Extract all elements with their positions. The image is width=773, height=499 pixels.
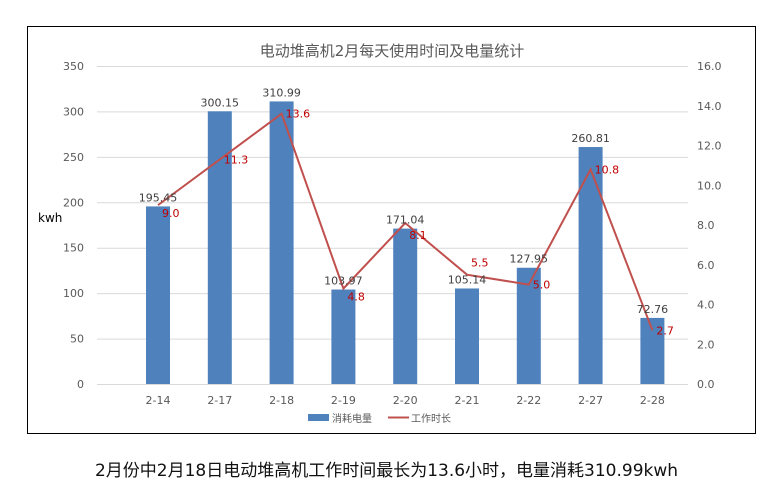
y2-tick-label: 2.0 xyxy=(697,338,715,351)
y2-tick-label: 14.0 xyxy=(697,100,722,113)
x-tick-label: 2-27 xyxy=(578,394,603,407)
x-tick-label: 2-22 xyxy=(516,394,541,407)
legend-swatch-bar xyxy=(308,414,329,421)
bar xyxy=(331,289,356,384)
x-tick-label: 2-18 xyxy=(269,394,294,407)
line-data-label: 9.0 xyxy=(162,207,180,220)
bar-data-label: 260.81 xyxy=(571,132,610,145)
legend: 消耗电量 工作时长 xyxy=(308,412,451,425)
y2-tick-label: 16.0 xyxy=(697,60,722,73)
line-data-label: 13.6 xyxy=(286,108,311,121)
chart-title: 电动堆高机2月每天使用时间及电量统计 xyxy=(260,42,525,60)
y-tick-label: 50 xyxy=(70,333,84,346)
line-data-label: 10.8 xyxy=(595,163,620,176)
bar xyxy=(146,206,170,384)
y2-tick-label: 10.0 xyxy=(697,179,722,192)
y-tick-label: 300 xyxy=(63,105,84,118)
x-tick-label: 2-21 xyxy=(455,394,480,407)
bar xyxy=(455,288,479,384)
x-tick-label: 2-28 xyxy=(640,394,665,407)
bar-data-label: 300.15 xyxy=(201,96,240,109)
bar-data-label: 103.97 xyxy=(324,275,363,288)
bar xyxy=(516,267,541,384)
y2-tick-label: 0.0 xyxy=(697,378,715,391)
y2-tick-label: 4.0 xyxy=(697,299,715,312)
x-tick-label: 2-17 xyxy=(207,394,232,407)
y2-tick-label: 6.0 xyxy=(697,259,715,272)
series-line xyxy=(157,112,654,331)
line-data-label: 5.0 xyxy=(533,279,551,292)
caption: 2月份中2月18日电动堆高机工作时间最长为13.6小时，电量消耗310.99kw… xyxy=(94,461,679,481)
y2-tick-label: 8.0 xyxy=(697,219,715,232)
bar xyxy=(269,101,294,385)
bar xyxy=(393,228,418,384)
line-data-label: 8.1 xyxy=(409,229,427,242)
x-tick-label: 2-20 xyxy=(393,394,418,407)
line-data-label: 2.7 xyxy=(656,324,674,337)
line-data-label: 5.5 xyxy=(471,257,489,270)
x-tick-label: 2-14 xyxy=(146,394,171,407)
y-tick-label: 350 xyxy=(63,60,84,73)
y-tick-label: 100 xyxy=(63,287,84,300)
y2-tick-label: 12.0 xyxy=(697,140,722,153)
legend-label-line: 工作时长 xyxy=(411,413,451,425)
bar-data-label: 72.76 xyxy=(637,303,669,316)
bar xyxy=(578,147,603,384)
legend-label-bar: 消耗电量 xyxy=(332,412,372,425)
y-axis-label: kwh xyxy=(38,211,62,225)
x-tick-label: 2-19 xyxy=(331,394,356,407)
bar-data-label: 127.95 xyxy=(510,253,549,266)
bar-data-label: 105.14 xyxy=(448,273,487,286)
bar-data-label: 195.45 xyxy=(139,191,178,204)
y-tick-label: 0 xyxy=(77,378,84,391)
line-data-label: 4.8 xyxy=(347,291,365,304)
y-tick-label: 150 xyxy=(63,242,84,255)
bar xyxy=(207,111,232,384)
y-tick-label: 250 xyxy=(63,151,84,164)
bar-data-label: 171.04 xyxy=(386,214,425,227)
y-tick-label: 200 xyxy=(63,196,84,209)
bar-data-label: 310.99 xyxy=(262,86,301,99)
line-data-label: 11.3 xyxy=(224,153,249,166)
